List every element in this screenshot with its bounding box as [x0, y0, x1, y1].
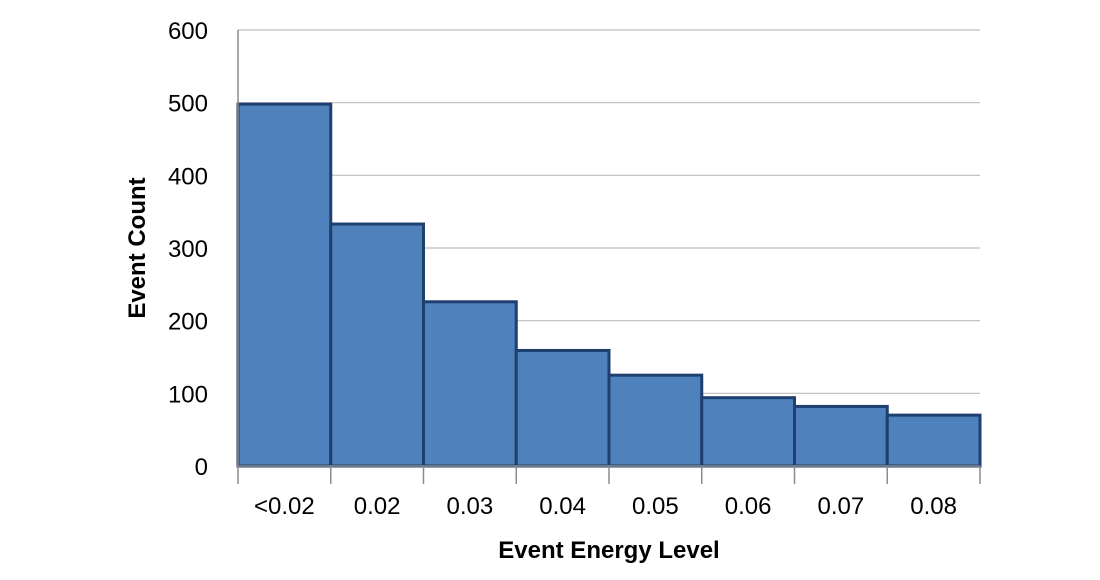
- x-axis-title: Event Energy Level: [498, 537, 719, 564]
- y-axis-title: Event Count: [124, 177, 151, 318]
- bar-0: [236, 102, 333, 468]
- x-tick-label: 0.04: [539, 493, 586, 520]
- y-tick-label: 200: [168, 309, 208, 336]
- y-tick-label: 600: [168, 18, 208, 45]
- bar-6: [793, 404, 889, 468]
- x-tick-label: 0.05: [632, 493, 679, 520]
- y-tick-label: 300: [168, 236, 208, 263]
- x-tick-label: 0.07: [818, 493, 865, 520]
- x-tick-labels: <0.02 0.02 0.03 0.04 0.05 0.06 0.07 0.08: [237, 466, 981, 520]
- bars: [236, 102, 982, 468]
- x-tick-label: 0.02: [354, 493, 401, 520]
- bar-7: [885, 413, 982, 468]
- bar-1: [329, 222, 425, 468]
- x-tick-label: <0.02: [254, 493, 315, 520]
- y-tick-labels: 0 100 200 300 400 500 600: [168, 18, 208, 481]
- y-tick-label: 500: [168, 91, 208, 118]
- bar-3: [514, 348, 611, 468]
- y-tick-label: 400: [168, 163, 208, 190]
- y-tick-label: 100: [168, 381, 208, 408]
- x-tick-label: 0.06: [725, 493, 772, 520]
- y-tick-label: 0: [195, 454, 208, 481]
- bar-2: [422, 300, 518, 468]
- x-tick-label: 0.03: [447, 493, 494, 520]
- bar-4: [607, 373, 704, 468]
- x-tick-label: 0.08: [910, 493, 957, 520]
- bar-5: [700, 396, 796, 468]
